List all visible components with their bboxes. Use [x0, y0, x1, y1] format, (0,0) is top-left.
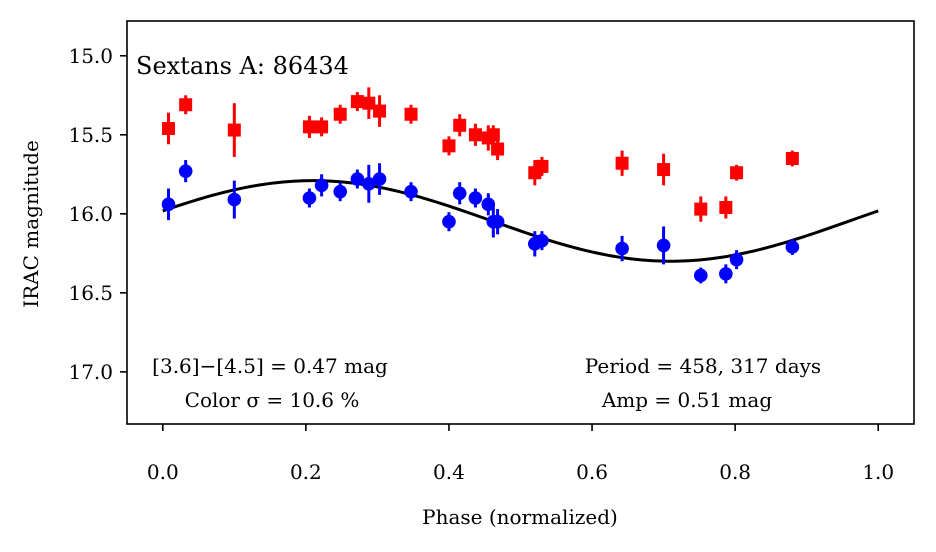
blue-circle-point	[227, 192, 242, 207]
blue-circle-point	[302, 191, 317, 205]
red-square-point	[350, 95, 364, 109]
red-square-point	[615, 156, 629, 170]
red-square-point	[694, 202, 708, 216]
blue-circle-point	[785, 240, 800, 254]
color-annotation-line1: [3.6]−[4.5] = 0.47 mag	[152, 354, 388, 378]
red-square-point	[730, 166, 744, 180]
red-square-point	[491, 142, 505, 156]
blue-circle-point	[333, 184, 348, 199]
model-curve-group	[162, 179, 879, 263]
blue-circle-point	[490, 214, 505, 229]
x-tick-label: 0.0	[147, 460, 179, 484]
red-square-point	[362, 96, 376, 110]
amp-annotation-line2: Amp = 0.51 mag	[601, 388, 772, 412]
axes-frame	[126, 20, 915, 425]
blue-circle-point	[452, 186, 467, 201]
x-tick-label: 0.4	[433, 460, 465, 484]
x-tick-label: 0.6	[576, 460, 608, 484]
x-ticks: 0.0 0.2 0.4 0.6 0.8 1.0	[147, 424, 894, 484]
red-square-point	[719, 200, 733, 214]
blue-circle-point	[468, 191, 483, 205]
red-square-point	[785, 151, 799, 165]
period-annotation-line1: Period = 458, 317 days	[585, 354, 821, 378]
red-square-point	[161, 121, 175, 135]
blue-circle-point	[442, 214, 456, 229]
blue-circle-point	[314, 178, 329, 193]
red-square-point	[333, 107, 347, 121]
blue-circle-point	[615, 241, 629, 256]
blue-circle-point	[693, 268, 708, 283]
blue-circle-point	[535, 233, 549, 248]
chart-title: Sextans A: 86434	[136, 52, 349, 80]
red-square-point	[535, 159, 549, 173]
x-tick-label: 1.0	[862, 460, 894, 484]
red-square-point	[468, 128, 482, 142]
blue-circle-point	[362, 176, 376, 191]
x-tick-label: 0.2	[290, 460, 322, 484]
red-square-point	[302, 120, 316, 134]
blue-circle-point	[656, 238, 671, 253]
y-axis-label: IRAC magnitude	[19, 140, 43, 308]
red-square-point	[315, 120, 329, 134]
y-tick-label: 15.0	[68, 44, 113, 68]
plot-area	[161, 87, 879, 284]
blue-circle-point	[404, 184, 418, 199]
x-axis-label: Phase (normalized)	[422, 505, 618, 529]
blue-circle-point	[161, 197, 176, 212]
y-ticks: 15.0 15.5 16.0 16.5 17.0	[68, 44, 127, 384]
x-tick-label: 0.8	[719, 460, 751, 484]
y-tick-label: 16.5	[68, 281, 113, 305]
blue-circle-point	[178, 164, 193, 178]
y-tick-label: 15.5	[68, 123, 113, 147]
blue-circle-point	[729, 252, 744, 267]
y-tick-label: 16.0	[68, 202, 113, 226]
color-annotation-line2: Color σ = 10.6 %	[185, 388, 360, 412]
blue-circle-point	[372, 172, 387, 186]
blue-series-group	[161, 160, 800, 284]
red-square-point	[179, 98, 193, 112]
red-square-point	[373, 104, 387, 118]
red-square-point	[657, 163, 671, 177]
red-series-group	[161, 87, 799, 222]
red-square-point	[453, 118, 467, 132]
red-square-point	[404, 107, 418, 121]
blue-circle-point	[481, 197, 496, 212]
blue-circle-point	[350, 172, 365, 186]
red-square-point	[442, 139, 456, 153]
model-sine-curve	[162, 179, 879, 263]
y-tick-label: 17.0	[68, 360, 113, 384]
red-square-point	[227, 123, 241, 137]
blue-circle-point	[719, 267, 733, 281]
